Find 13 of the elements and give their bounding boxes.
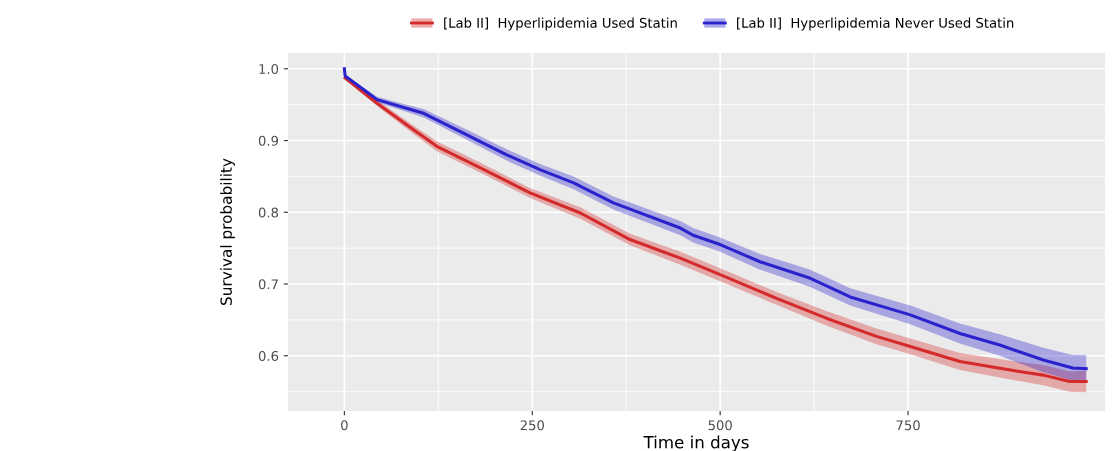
legend-label: [Lab II] Hyperlipidemia Never Used Statin <box>737 17 1014 31</box>
y-tick-label: 0.7 <box>258 279 278 290</box>
x-tick-label: 750 <box>896 420 920 431</box>
x-axis-title: Time in days <box>643 435 749 451</box>
legend-label: [Lab II] Hyperlipidemia Used Statin <box>444 17 677 31</box>
y-tick-label: 0.6 <box>258 350 279 361</box>
y-tick-label: 0.9 <box>258 135 279 146</box>
x-tick-label: 500 <box>708 420 732 431</box>
x-tick-label: 0 <box>341 420 348 431</box>
x-tick-label: 250 <box>520 420 544 431</box>
y-tick-label: 1.0 <box>259 64 279 74</box>
y-axis-title: Survival probability <box>220 158 235 305</box>
y-tick-label: 0.8 <box>258 207 279 218</box>
